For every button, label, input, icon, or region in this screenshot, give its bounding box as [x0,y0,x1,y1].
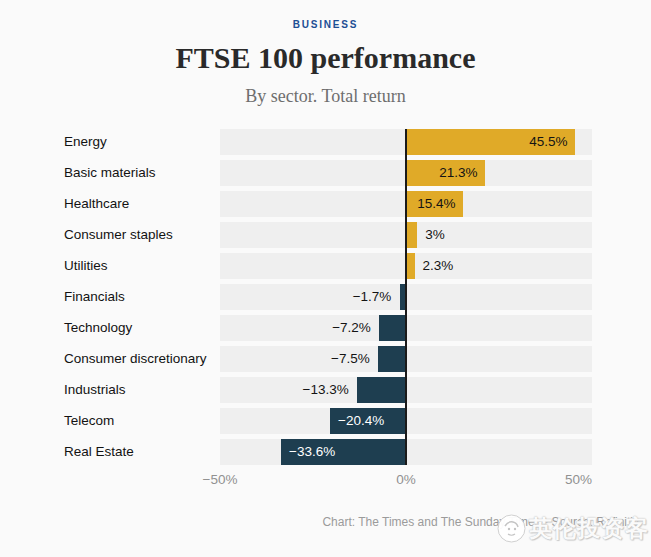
page-title: FTSE 100 performance [0,41,651,75]
value-label: −1.7% [353,284,392,310]
value-label: 15.4% [417,191,455,217]
x-tick-label: 50% [565,472,592,487]
bar-negative [357,377,406,403]
sector-label: Financials [64,284,125,310]
chart-row: Basic materials 21.3% [0,160,651,186]
x-tick-label: 0% [396,472,416,487]
zero-axis-line [405,129,407,465]
sector-label: Industrials [64,377,126,403]
value-label: −7.5% [331,346,370,372]
x-axis: −50%0%50% [220,472,592,492]
kicker: BUSINESS [0,19,651,30]
sector-label: Consumer discretionary [64,346,207,372]
value-label: −7.2% [332,315,371,341]
chart-row: Utilities 2.3% [0,253,651,279]
chart-row: Industrials −13.3% [0,377,651,403]
value-label: 2.3% [423,253,454,279]
value-label: −33.6% [289,439,335,465]
bar-negative [378,346,406,372]
chart-row: Consumer discretionary −7.5% [0,346,651,372]
sector-label: Energy [64,129,107,155]
chart-row: Consumer staples 3% [0,222,651,248]
sector-label: Technology [64,315,132,341]
value-label: 3% [425,222,445,248]
value-label: −13.3% [303,377,349,403]
chart-row: Energy 45.5% [0,129,651,155]
value-label: −20.4% [338,408,384,434]
sector-label: Telecom [64,408,114,434]
watermark-text: 英伦投资客 [529,513,649,544]
sector-label: Consumer staples [64,222,173,248]
value-label: 21.3% [439,160,477,186]
sector-label: Basic materials [64,160,156,186]
bar-chart: Energy 45.5% Basic materials 21.3% Healthcar… [0,129,651,499]
chart-row: Technology −7.2% [0,315,651,341]
x-tick-label: −50% [203,472,238,487]
chart-subtitle: By sector. Total return [0,86,651,107]
chart-row: Healthcare 15.4% [0,191,651,217]
chart-row: Telecom −20.4% [0,408,651,434]
sector-label: Healthcare [64,191,129,217]
bar-positive [406,222,417,248]
bar-positive [406,253,415,279]
value-label: 45.5% [529,129,567,155]
chart-row: Financials −1.7% [0,284,651,310]
watermark: 英伦投资客 [497,505,649,551]
watermark-mascot-icon [497,514,526,543]
bar-negative [379,315,406,341]
chart-row: Real Estate −33.6% [0,439,651,465]
sector-label: Real Estate [64,439,134,465]
sector-label: Utilities [64,253,108,279]
